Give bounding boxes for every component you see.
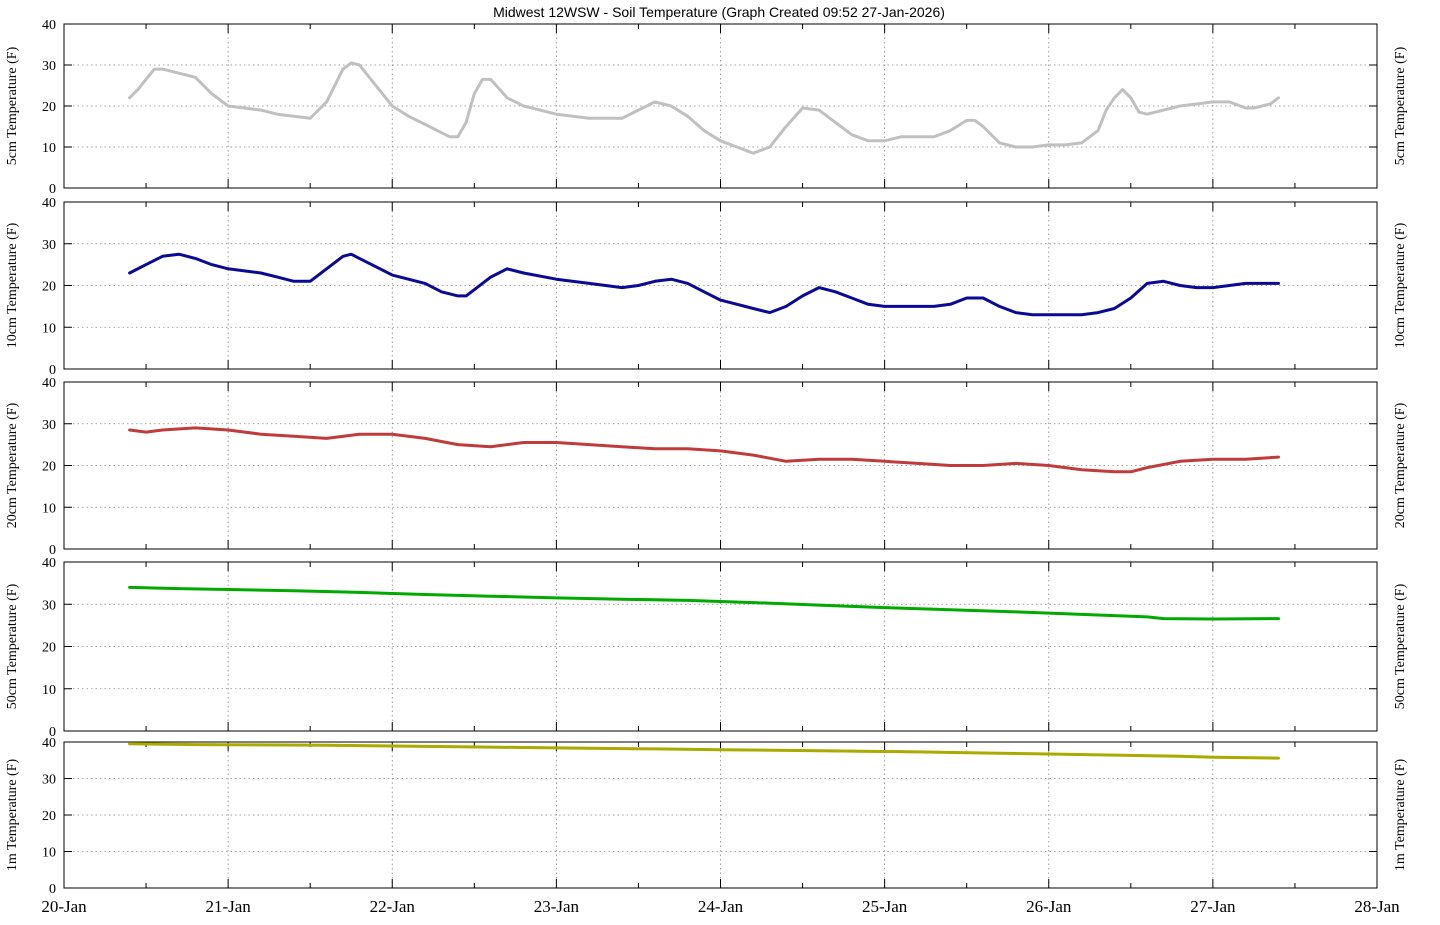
panel-frame	[63, 23, 1378, 189]
panel-frame	[63, 561, 1378, 732]
y-tick-label: 40	[42, 18, 56, 33]
chart-panels: 0 10 20 30 40 5cm Temperature (F) 5cm Temperat…	[5, 18, 1408, 916]
y-axis-label-right: 10cm Temperature (F)	[1393, 222, 1408, 348]
y-tick-label: 10	[42, 683, 56, 698]
panel-frame	[63, 741, 1378, 889]
y-tick-label: 20	[42, 100, 56, 115]
y-tick-label: 40	[42, 736, 56, 751]
series-line-50cm	[128, 585, 1280, 621]
y-tick-label: 30	[42, 418, 56, 433]
y-tick-label: 10	[42, 846, 56, 861]
panel-frame	[63, 201, 1378, 370]
x-tick-label: 21-Jan	[205, 897, 251, 916]
y-tick-label: 30	[42, 238, 56, 253]
y-tick-label: 40	[42, 376, 56, 391]
y-tick-label: 30	[42, 59, 56, 74]
x-tick-label: 26-Jan	[1026, 897, 1072, 916]
series-line-20cm	[128, 426, 1280, 474]
y-axis-label-right: 50cm Temperature (F)	[1393, 583, 1408, 709]
y-tick-label: 0	[49, 882, 56, 897]
y-tick-label: 0	[49, 182, 56, 197]
series-line-10cm	[128, 252, 1280, 317]
y-tick-label: 20	[42, 641, 56, 656]
panel-20cm: 0 10 20 30 40 20cm Temperature (F) 20cm Temper…	[5, 376, 1408, 558]
x-tick-label: 24-Jan	[698, 897, 744, 916]
x-tick-label: 28-Jan	[1354, 897, 1400, 916]
y-tick-label: 40	[42, 556, 56, 571]
y-tick-label: 30	[42, 598, 56, 613]
y-axis-label-right: 5cm Temperature (F)	[1393, 46, 1408, 165]
panel-1m: 0 10 20 30 40 1m Temperature (F) 1m Temperatur…	[5, 736, 1408, 897]
series-line-1m	[128, 742, 1280, 760]
panel-frame	[63, 381, 1378, 550]
panel-5cm: 0 10 20 30 40 5cm Temperature (F) 5cm Temperat…	[5, 18, 1408, 197]
series-line-5cm	[128, 61, 1280, 155]
panel-10cm: 0 10 20 30 40 10cm Temperature (F) 10cm Temper…	[5, 196, 1408, 378]
y-tick-label: 20	[42, 460, 56, 475]
y-tick-label: 30	[42, 773, 56, 788]
panel-50cm: 0 10 20 30 40 50cm Temperature (F) 50cm Temper…	[5, 556, 1408, 740]
y-tick-label: 20	[42, 809, 56, 824]
y-tick-label: 0	[49, 543, 56, 558]
x-tick-label: 25-Jan	[862, 897, 908, 916]
y-tick-label: 10	[42, 321, 56, 336]
y-axis-label-left: 10cm Temperature (F)	[5, 222, 20, 348]
y-axis-label-left: 5cm Temperature (F)	[5, 46, 20, 165]
chart-title: Midwest 12WSW - Soil Temperature (Graph …	[493, 4, 945, 20]
y-axis-label-left: 1m Temperature (F)	[5, 759, 20, 872]
y-tick-label: 40	[42, 196, 56, 211]
x-tick-label: 22-Jan	[370, 897, 416, 916]
x-tick-label: 27-Jan	[1190, 897, 1236, 916]
x-tick-label: 23-Jan	[534, 897, 580, 916]
y-tick-label: 10	[42, 141, 56, 156]
y-axis-label-right: 20cm Temperature (F)	[1393, 402, 1408, 528]
y-tick-label: 0	[49, 363, 56, 378]
y-tick-label: 20	[42, 280, 56, 295]
y-tick-label: 10	[42, 501, 56, 516]
y-tick-label: 0	[49, 725, 56, 740]
x-tick-label: 20-Jan	[41, 897, 87, 916]
y-axis-label-left: 20cm Temperature (F)	[5, 402, 20, 528]
y-axis-label-left: 50cm Temperature (F)	[5, 583, 20, 709]
y-axis-label-right: 1m Temperature (F)	[1393, 759, 1408, 872]
